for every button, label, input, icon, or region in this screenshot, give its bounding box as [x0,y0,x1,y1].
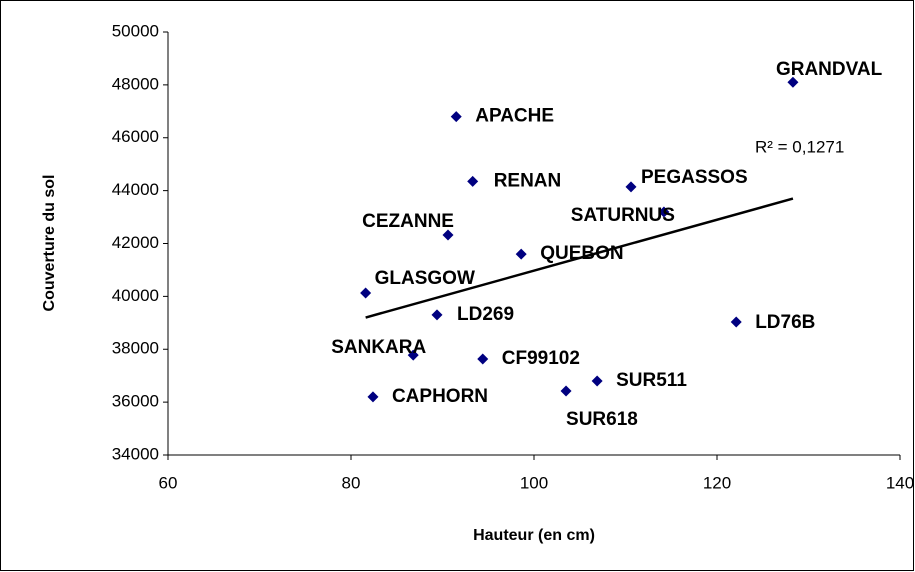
point-label: LD269 [457,304,514,325]
point [625,181,637,193]
x-tick-label: 60 [159,473,178,492]
point-label: CAPHORN [392,386,488,407]
point [658,206,670,218]
point [360,287,372,299]
point [477,353,489,365]
point [431,309,443,321]
point-label: QUEBON [540,243,623,264]
point [450,111,462,123]
point [730,316,742,328]
y-tick-label: 50000 [112,21,159,40]
point [407,349,419,361]
point-label: RENAN [494,170,562,191]
point-label: GLASGOW [375,268,475,289]
point-label: SANKARA [331,337,426,358]
point [467,175,479,187]
point-label: LD76B [755,312,815,333]
x-tick-label: 80 [342,473,361,492]
x-tick-label: 140 [886,473,914,492]
point-label: PEGASSOS [641,167,748,188]
y-tick-label: 36000 [112,392,159,411]
x-tick-label: 100 [520,473,548,492]
point-label: SATURNUS [571,205,675,226]
point [560,385,572,397]
point-label: GRANDVAL [776,59,883,80]
x-tick-label: 120 [703,473,731,492]
y-tick-label: 48000 [112,74,159,93]
trendline [365,197,794,319]
y-tick-label: 38000 [112,339,159,358]
y-tick-label: 46000 [112,127,159,146]
y-tick-label: 44000 [112,180,159,199]
point-label: SUR618 [566,409,638,430]
y-tick-label: 40000 [112,286,159,305]
y-axis-title: Couverture du sol [41,175,58,312]
point-label: CF99102 [502,348,580,369]
point [367,391,379,403]
point-label: CEZANNE [362,211,454,232]
point [515,248,527,260]
y-tick-label: 42000 [112,233,159,252]
point [787,76,799,88]
point-label: SUR511 [616,370,687,391]
point-label: APACHE [475,106,554,127]
r2-annotation: R² = 0,1271 [755,137,844,156]
point [591,375,603,387]
x-axis-title: Hauteur (en cm) [473,527,595,544]
y-tick-label: 34000 [112,444,159,463]
point [442,229,454,241]
